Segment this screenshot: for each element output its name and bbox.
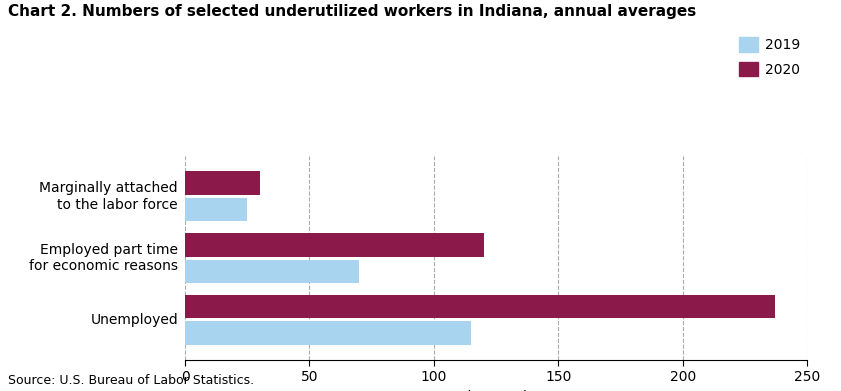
Bar (185, 198, 247, 221)
Bar (185, 172, 260, 195)
Bar (185, 321, 471, 344)
Text: Chart 2. Numbers of selected underutilized workers in Indiana, annual averages: Chart 2. Numbers of selected underutiliz… (8, 4, 696, 19)
Legend: 2019, 2020: 2019, 2020 (738, 37, 801, 77)
Bar (185, 233, 484, 256)
X-axis label: Thousands: Thousands (458, 390, 534, 391)
Bar (185, 295, 775, 318)
Bar (185, 260, 359, 283)
Text: Source: U.S. Bureau of Labor Statistics.: Source: U.S. Bureau of Labor Statistics. (8, 374, 255, 387)
